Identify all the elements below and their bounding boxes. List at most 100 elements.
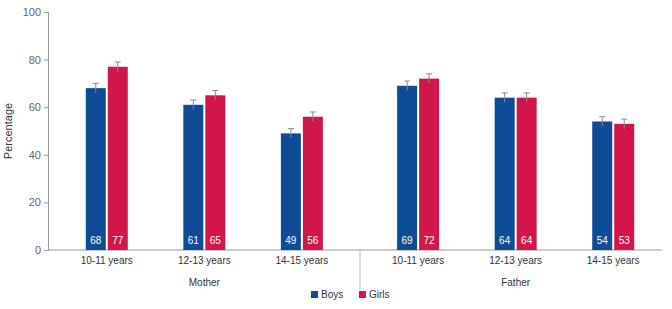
y-tick: 20 <box>29 196 48 208</box>
legend: Boys Girls <box>311 289 390 300</box>
error-bar <box>599 117 605 127</box>
error-cap <box>288 128 294 129</box>
error-line <box>117 62 118 72</box>
data-label: 49 <box>285 235 297 246</box>
y-tick-mark <box>44 107 48 108</box>
error-cap <box>426 73 432 74</box>
error-bar <box>621 119 627 129</box>
error-cap <box>212 90 218 91</box>
y-tick-label: 100 <box>23 6 41 18</box>
data-label: 72 <box>424 235 436 246</box>
x-tick-label: 14-15 years <box>275 255 328 266</box>
bar <box>108 67 128 250</box>
group-label: Mother <box>189 277 221 288</box>
error-bar <box>93 83 99 93</box>
y-tick: 0 <box>35 244 48 256</box>
error-cap <box>404 81 410 82</box>
y-tick-label: 20 <box>29 196 41 208</box>
error-line <box>193 100 194 110</box>
y-axis: 0 20 40 60 80 100 <box>23 6 49 256</box>
error-line <box>290 129 291 139</box>
bar <box>86 88 106 250</box>
error-bar <box>502 93 508 103</box>
y-tick: 80 <box>29 54 48 66</box>
x-tick-label: 10-11 years <box>81 255 133 266</box>
error-bar <box>404 81 410 91</box>
error-bar <box>310 112 316 122</box>
error-line <box>602 117 603 127</box>
legend-label: Boys <box>321 289 343 300</box>
bar <box>397 86 417 250</box>
y-tick-mark <box>44 155 48 156</box>
legend-swatch <box>359 291 366 298</box>
error-cap <box>190 100 196 101</box>
baseline <box>48 250 662 251</box>
error-line <box>526 93 527 103</box>
bar <box>419 79 439 250</box>
error-bar <box>524 93 530 103</box>
data-label: 68 <box>90 235 102 246</box>
error-bar <box>212 91 218 101</box>
x-tick-label: 12-13 years <box>178 255 231 266</box>
bar <box>183 105 203 250</box>
bar <box>592 121 612 250</box>
x-tick-label: 12-13 years <box>489 255 542 266</box>
error-cap <box>93 83 99 84</box>
error-line <box>95 83 96 93</box>
y-tick-label: 0 <box>35 244 41 256</box>
bar <box>517 98 537 250</box>
x-axis: 10-11 years 12-13 years 14-15 years 10-11 y… <box>81 250 640 290</box>
error-cap <box>621 119 627 120</box>
data-labels: 68 61 49 69 64 54 77 65 56 72 64 53 <box>90 235 630 246</box>
error-line <box>504 93 505 103</box>
y-tick: 60 <box>29 101 48 113</box>
bar <box>614 124 634 250</box>
bar <box>495 98 515 250</box>
y-tick: 100 <box>23 6 48 18</box>
error-cap <box>524 92 530 93</box>
bar <box>303 117 323 250</box>
bar <box>281 133 301 250</box>
y-tick-mark <box>44 60 48 61</box>
x-tick-label: 14-15 years <box>587 255 640 266</box>
data-label: 53 <box>619 235 631 246</box>
error-bar <box>190 100 196 110</box>
data-label: 64 <box>499 235 511 246</box>
legend-label: Girls <box>369 289 390 300</box>
data-label: 77 <box>112 235 124 246</box>
y-tick-mark <box>44 202 48 203</box>
error-line <box>624 119 625 129</box>
error-line <box>407 81 408 91</box>
bars <box>86 62 634 250</box>
y-axis-title: Percentage <box>2 103 14 159</box>
legend-swatch <box>311 291 318 298</box>
group-separator <box>360 250 361 290</box>
error-bar <box>115 62 121 72</box>
error-bar <box>426 74 432 84</box>
error-cap <box>310 111 316 112</box>
error-line <box>429 74 430 84</box>
data-label: 69 <box>402 235 414 246</box>
group-label: Father <box>501 277 531 288</box>
y-tick: 40 <box>29 149 48 161</box>
data-label: 64 <box>521 235 533 246</box>
data-label: 61 <box>188 235 200 246</box>
y-tick-label: 60 <box>29 101 41 113</box>
data-label: 54 <box>597 235 609 246</box>
y-tick-mark <box>44 12 48 13</box>
x-tick-label: 10-11 years <box>392 255 444 266</box>
error-line <box>312 112 313 122</box>
error-line <box>215 91 216 101</box>
error-bar <box>288 129 294 139</box>
data-label: 65 <box>210 235 222 246</box>
bar <box>205 95 225 250</box>
y-axis-line <box>44 13 49 251</box>
error-cap <box>502 92 508 93</box>
chart: 0 20 40 60 80 100 Percentage 68 61 49 69 64 54 77 65 56… <box>0 0 672 309</box>
y-tick-mark <box>44 250 48 251</box>
y-tick-label: 80 <box>29 54 41 66</box>
data-label: 56 <box>307 235 319 246</box>
error-cap <box>115 61 121 62</box>
error-cap <box>599 116 605 117</box>
y-tick-label: 40 <box>29 149 41 161</box>
